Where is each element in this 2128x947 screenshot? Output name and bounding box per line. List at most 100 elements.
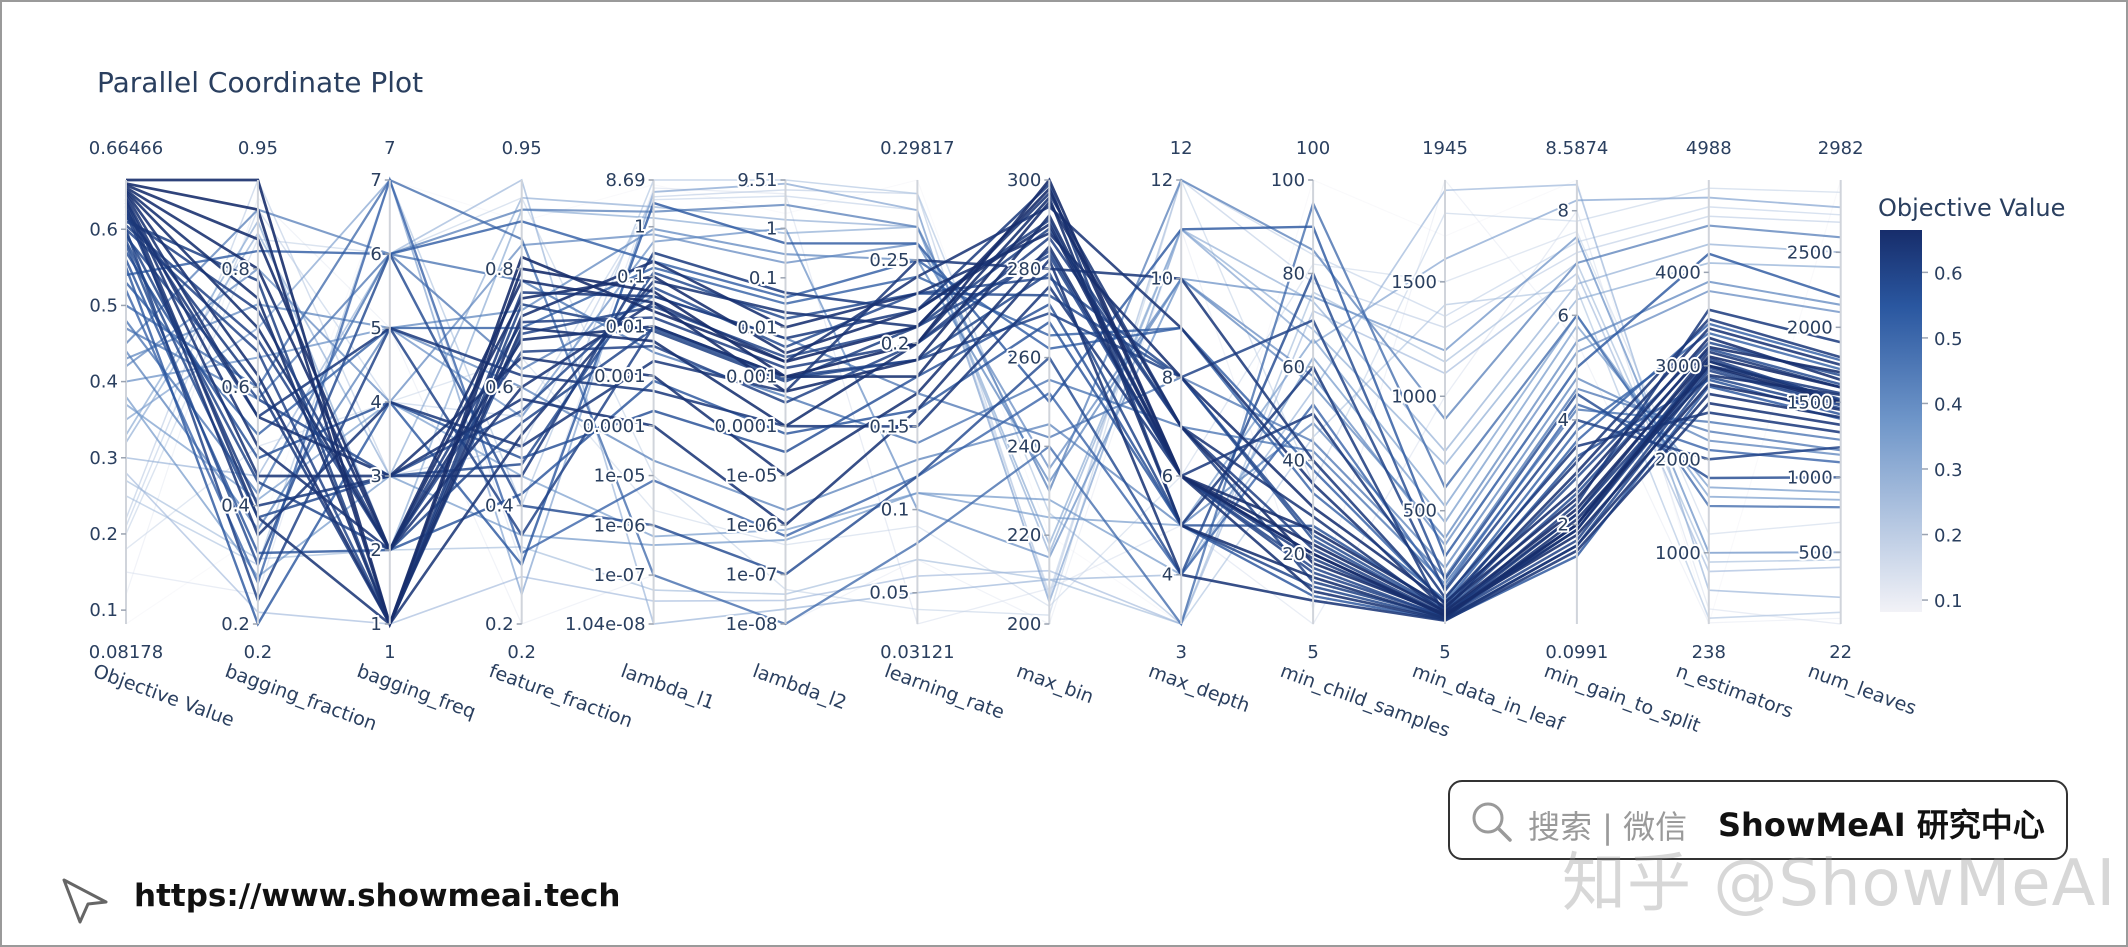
axis-bottom-value: 238 xyxy=(1692,642,1726,663)
tick-label: 5 xyxy=(370,318,381,339)
tick-label: 0.0001 xyxy=(715,416,778,437)
tick-label: 4 xyxy=(1162,565,1173,586)
tick-label: 0.1 xyxy=(617,266,646,287)
axis-bottom-value: 0.0991 xyxy=(1545,642,1608,663)
colorbar-tick-label: 0.5 xyxy=(1934,329,1963,350)
trial-line xyxy=(126,177,1842,629)
tick-label: 0.6 xyxy=(485,377,514,398)
tick-label: 0.5 xyxy=(89,295,118,316)
tick-label: 6 xyxy=(1557,305,1568,326)
axis-bottom-value: 0.2 xyxy=(507,642,536,663)
trial-line xyxy=(125,188,1841,628)
tick-label: 0.1 xyxy=(749,268,778,289)
tick-label: 2000 xyxy=(1787,317,1833,338)
tick-label: 4 xyxy=(370,392,381,413)
trial-line xyxy=(125,178,1841,600)
trial-line xyxy=(125,190,1842,617)
tick-label: 0.05 xyxy=(869,583,909,604)
trial-line xyxy=(124,259,1841,622)
axis-label: max_depth xyxy=(1145,660,1252,717)
trial-line xyxy=(125,236,1842,612)
search-brand: ShowMeAI 研究中心 xyxy=(1718,806,2045,844)
axis-top-value: 0.95 xyxy=(502,138,542,159)
tick-label: 2000 xyxy=(1655,449,1701,470)
trial-line xyxy=(125,178,1841,627)
axis-top-value: 4988 xyxy=(1686,138,1732,159)
tick-label: 0.8 xyxy=(221,259,250,280)
tick-label: 2500 xyxy=(1787,242,1833,263)
tick-label: 0.6 xyxy=(221,377,250,398)
tick-label: 0.001 xyxy=(594,366,646,387)
tick-label: 1 xyxy=(766,218,777,239)
axis-top-value: 2982 xyxy=(1818,138,1864,159)
axis-label: num_leaves xyxy=(1805,660,1919,720)
tick-label: 0.1 xyxy=(89,600,118,621)
search-box[interactable]: 搜索 | 微信 ShowMeAI 研究中心 xyxy=(1448,780,2068,860)
axis-bottom-value: 3 xyxy=(1175,642,1186,663)
axis-bottom-value: 0.2 xyxy=(244,642,273,663)
tick-label: 0.0001 xyxy=(583,416,646,437)
tick-label: 1e-07 xyxy=(726,565,778,586)
site-url[interactable]: https://www.showmeai.tech xyxy=(134,878,621,914)
trial-line xyxy=(125,230,1841,608)
tick-label: 4000 xyxy=(1655,262,1701,283)
tick-label: 240 xyxy=(1007,436,1041,457)
tick-label: 280 xyxy=(1007,259,1041,280)
tick-label: 300 xyxy=(1007,170,1041,191)
tick-label: 3 xyxy=(370,466,381,487)
trial-line xyxy=(124,244,1841,582)
tick-label: 60 xyxy=(1282,357,1305,378)
trial-line xyxy=(125,252,1841,586)
trial-line xyxy=(125,227,1841,559)
axis-top-value: 100 xyxy=(1296,138,1330,159)
tick-label: 1500 xyxy=(1787,392,1833,413)
axis-bottom-value: 0.03121 xyxy=(880,642,954,663)
colorbar-ticks: 0.6 0.5 0.4 0.3 0.2 0.1 xyxy=(1922,263,1963,612)
axis-top-value: 1945 xyxy=(1422,138,1468,159)
tick-label: 1e-08 xyxy=(726,614,778,635)
axis-label: lambda_l1 xyxy=(618,660,718,714)
tick-label: 260 xyxy=(1007,348,1041,369)
tick-label: 3000 xyxy=(1655,356,1701,377)
axis-label: feature_fraction xyxy=(486,660,636,732)
tick-label: 0.25 xyxy=(869,250,909,271)
trial-line xyxy=(125,178,1841,596)
trial-line xyxy=(125,261,1841,626)
tick-label: 8.69 xyxy=(606,170,646,191)
trial-line xyxy=(125,220,1842,606)
tick-label: 0.4 xyxy=(221,496,250,517)
trial-line xyxy=(124,213,1841,628)
tick-label: 0.2 xyxy=(89,524,118,545)
tick-label: 1 xyxy=(370,614,381,635)
tick-label: 1500 xyxy=(1391,272,1437,293)
trial-line xyxy=(124,176,1841,591)
tick-label: 20 xyxy=(1282,544,1305,565)
trial-line xyxy=(124,194,1841,621)
tick-label: 4 xyxy=(1557,410,1568,431)
colorbar-tick-label: 0.6 xyxy=(1934,263,1963,284)
tick-label: 1e-05 xyxy=(594,466,646,487)
tick-label: 6 xyxy=(370,244,381,265)
tick-label: 0.15 xyxy=(869,416,909,437)
tick-label: 500 xyxy=(1798,542,1832,563)
axis-top-value: 0.66466 xyxy=(89,138,163,159)
tick-label: 1e-06 xyxy=(726,515,778,536)
colorbar-gradient xyxy=(1880,230,1922,612)
tick-label: 6 xyxy=(1162,466,1173,487)
tick-label: 0.6 xyxy=(89,219,118,240)
tick-label: 9.51 xyxy=(737,170,777,191)
axis-top-value: 8.5874 xyxy=(1545,138,1608,159)
tick-label: 1e-05 xyxy=(726,466,778,487)
tick-label: 7 xyxy=(370,170,381,191)
tick-label: 0.2 xyxy=(221,614,250,635)
axis-label: Objective Value xyxy=(90,660,237,731)
axis-label: bagging_fraction xyxy=(222,660,380,735)
cursor-arrow-icon xyxy=(62,878,108,924)
tick-label: 500 xyxy=(1403,501,1437,522)
colorbar-tick-label: 0.1 xyxy=(1934,591,1963,612)
axis-bottom-value: 5 xyxy=(1439,642,1450,663)
trial-line xyxy=(124,201,1842,627)
tick-label: 1000 xyxy=(1391,386,1437,407)
axis-label: lambda_l2 xyxy=(750,660,850,714)
